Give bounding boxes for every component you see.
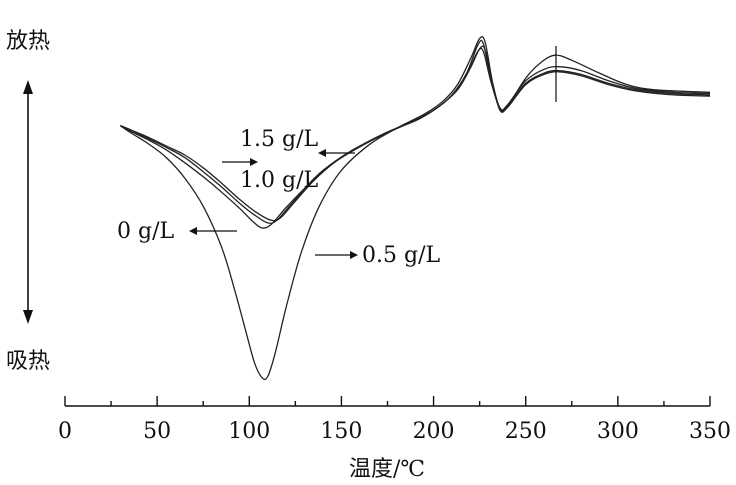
curves-group	[119, 36, 711, 381]
annotation-label-0: 0 g/L	[117, 219, 174, 244]
annotation-label-1-5: 1.5 g/L	[240, 127, 318, 152]
endothermic-label-bottom: 吸热	[6, 349, 50, 374]
x-tick-label: 50	[143, 419, 171, 444]
x-axis: 0 50 100 150 200 250 300 350	[58, 396, 731, 444]
annotation-arrows	[189, 149, 358, 259]
x-tick-label: 0	[58, 419, 72, 444]
exothermic-label-top: 放热	[6, 29, 50, 54]
annotation-label-1-0: 1.0 g/L	[240, 168, 318, 193]
series-curve-2	[120, 47, 711, 224]
x-tick-label: 200	[413, 419, 455, 444]
annotation-label-0-5: 0.5 g/L	[362, 243, 440, 268]
x-tick-label: 250	[505, 419, 547, 444]
x-tick-label: 150	[320, 419, 362, 444]
x-tick-label: 100	[228, 419, 270, 444]
vertical-double-arrow	[23, 80, 33, 324]
x-axis-label: 温度/℃	[349, 457, 425, 482]
x-tick-label: 300	[597, 419, 639, 444]
series-curve-3	[120, 45, 711, 222]
series-curve-1	[119, 36, 711, 381]
x-tick-label: 350	[689, 419, 731, 444]
series-curve-0	[119, 39, 711, 229]
